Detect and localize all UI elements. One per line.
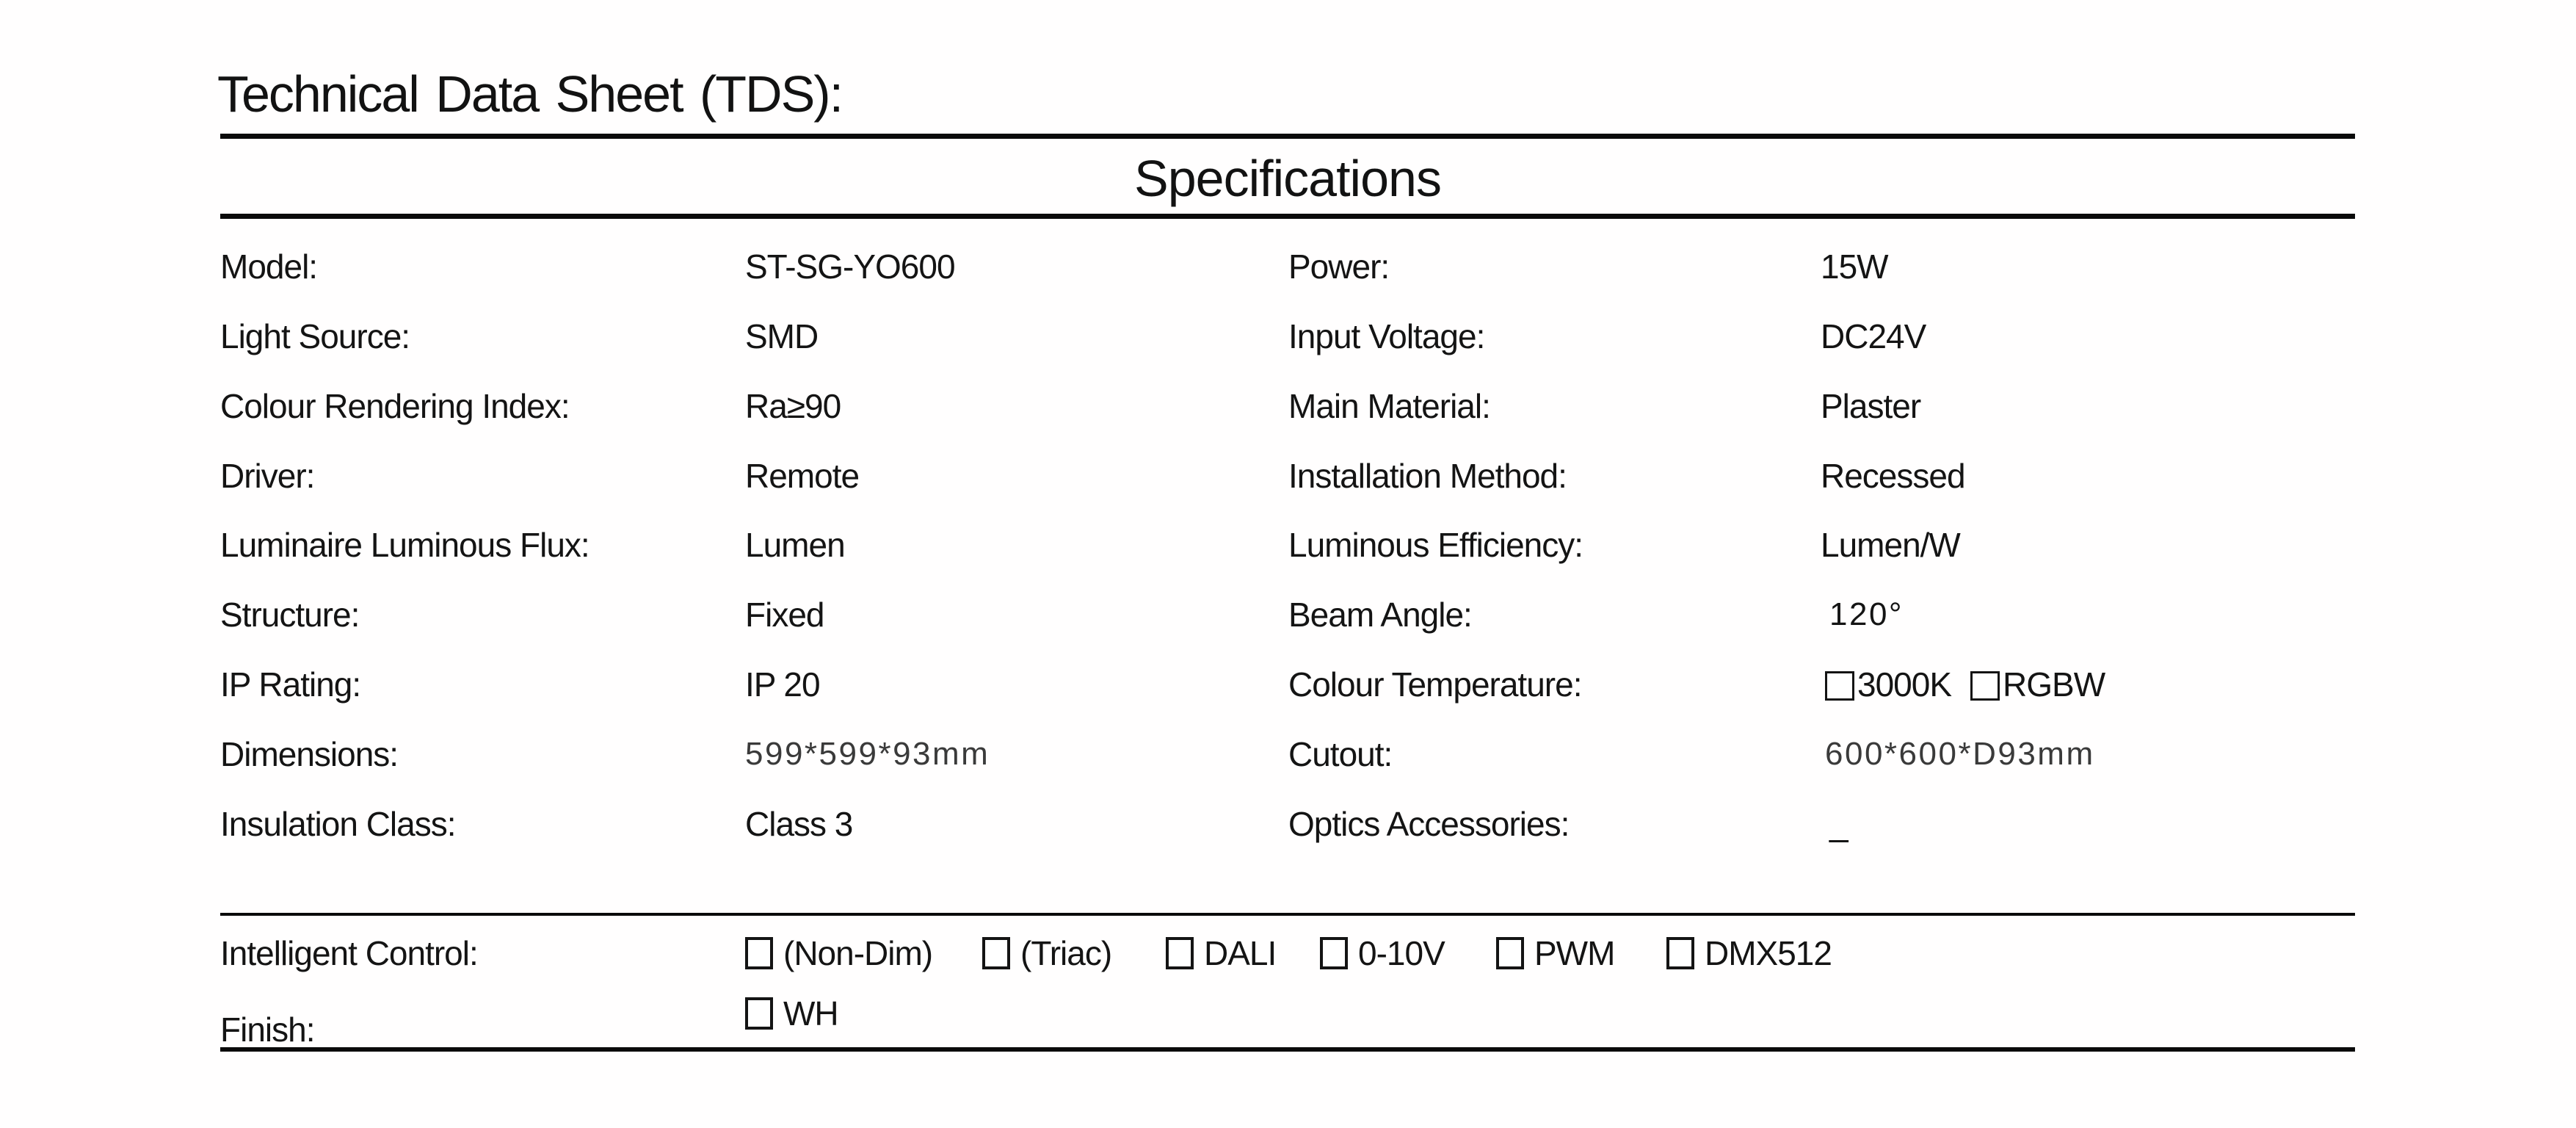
checkbox-3000k-label: 3000K [1857,665,1952,704]
control-option-pwm: PWM [1496,930,1615,977]
control-option-dali: DALI [1166,930,1277,977]
label-model: Model: [220,247,318,286]
label-structure: Structure: [220,596,360,634]
checkbox-non-dim[interactable] [745,937,773,969]
spec-row: Structure: Fixed Beam Angle: 120° [0,591,2576,638]
value-model: ST-SG-YO600 [745,247,956,286]
spec-row: Luminaire Luminous Flux: Lumen Luminous … [0,521,2576,568]
label-intelligent-control: Intelligent Control: [220,934,479,972]
page-title: Technical Data Sheet (TDS): [217,65,843,123]
label-main-material: Main Material: [1288,387,1491,425]
label-luminaire-luminous-flux: Luminaire Luminous Flux: [220,526,590,564]
checkbox-rgbw-label: RGBW [2003,665,2105,704]
value-colour-temperature: 3000K RGBW [1825,661,2105,708]
spec-row: IP Rating: IP 20 Colour Temperature: 300… [0,661,2576,708]
checkbox-0-10v-label: 0-10V [1358,934,1445,972]
spec-row: Insulation Class: Class 3 Optics Accesso… [0,800,2576,847]
label-dimensions: Dimensions: [220,735,399,773]
value-optics-accessories: _ [1829,805,1848,843]
label-input-voltage: Input Voltage: [1288,317,1485,355]
label-installation-method: Installation Method: [1288,457,1567,495]
value-light-source: SMD [745,317,819,355]
value-ip-rating: IP 20 [745,665,821,704]
finish-option-wh: WH [745,990,839,1037]
value-colour-rendering-index: Ra≥90 [745,387,841,425]
value-luminaire-luminous-flux: Lumen [745,526,846,564]
checkbox-wh-label: WH [783,994,839,1033]
label-finish: Finish: [220,1010,315,1049]
label-beam-angle: Beam Angle: [1288,596,1473,634]
checkbox-triac[interactable] [982,937,1010,969]
label-optics-accessories: Optics Accessories: [1288,805,1570,843]
value-luminous-efficiency: Lumen/W [1821,526,1961,564]
label-power: Power: [1288,247,1390,286]
checkbox-triac-label: (Triac) [1020,934,1112,972]
control-option-dmx512: DMX512 [1666,930,1832,977]
specifications-heading: Specifications [1134,150,1442,207]
value-insulation-class: Class 3 [745,805,853,843]
label-luminous-efficiency: Luminous Efficiency: [1288,526,1583,564]
checkbox-3000k[interactable] [1825,671,1854,701]
spec-row: Model: ST-SG-YO600 Power: 15W [0,243,2576,290]
label-light-source: Light Source: [220,317,410,355]
control-option-triac: (Triac) [982,930,1112,977]
value-main-material: Plaster [1821,387,1921,425]
value-driver: Remote [745,457,860,495]
spec-row: Colour Rendering Index: Ra≥90 Main Mater… [0,383,2576,430]
value-dimensions: 599*599*93mm [745,736,990,772]
value-installation-method: Recessed [1821,457,1966,495]
checkbox-dali[interactable] [1166,937,1194,969]
label-cutout: Cutout: [1288,735,1393,773]
spec-row: Dimensions: 599*599*93mm Cutout: 600*600… [0,731,2576,778]
divider-under-title [220,134,2355,139]
value-beam-angle: 120° [1829,596,1904,632]
control-option-non-dim: (Non-Dim) [745,930,933,977]
label-driver: Driver: [220,457,315,495]
colour-temperature-option: 3000K [1825,665,1952,704]
spec-row: Light Source: SMD Input Voltage: DC24V [0,313,2576,360]
value-cutout: 600*600*D93mm [1825,736,2095,772]
divider-under-heading [220,214,2355,219]
checkbox-pwm[interactable] [1496,937,1524,969]
checkbox-dmx512[interactable] [1666,937,1694,969]
label-insulation-class: Insulation Class: [220,805,456,843]
divider-above-intelligent-control [220,913,2355,916]
value-input-voltage: DC24V [1821,317,1926,355]
spec-row: Driver: Remote Installation Method: Rece… [0,452,2576,499]
checkbox-pwm-label: PWM [1534,934,1615,972]
intelligent-control-row: Intelligent Control: (Non-Dim) (Triac) D… [0,930,2576,977]
checkbox-wh[interactable] [745,997,773,1030]
checkbox-rgbw[interactable] [1970,671,2000,701]
colour-temperature-option: RGBW [1970,665,2105,704]
label-colour-temperature: Colour Temperature: [1288,665,1582,704]
checkbox-dali-label: DALI [1204,934,1277,972]
value-structure: Fixed [745,596,824,634]
divider-bottom [220,1047,2355,1052]
checkbox-non-dim-label: (Non-Dim) [783,934,933,972]
checkbox-0-10v[interactable] [1320,937,1348,969]
label-ip-rating: IP Rating: [220,665,361,704]
checkbox-dmx512-label: DMX512 [1705,934,1832,972]
control-option-0-10v: 0-10V [1320,930,1445,977]
label-colour-rendering-index: Colour Rendering Index: [220,387,570,425]
finish-row: Finish: WH [0,990,2576,1049]
value-power: 15W [1821,247,1889,286]
